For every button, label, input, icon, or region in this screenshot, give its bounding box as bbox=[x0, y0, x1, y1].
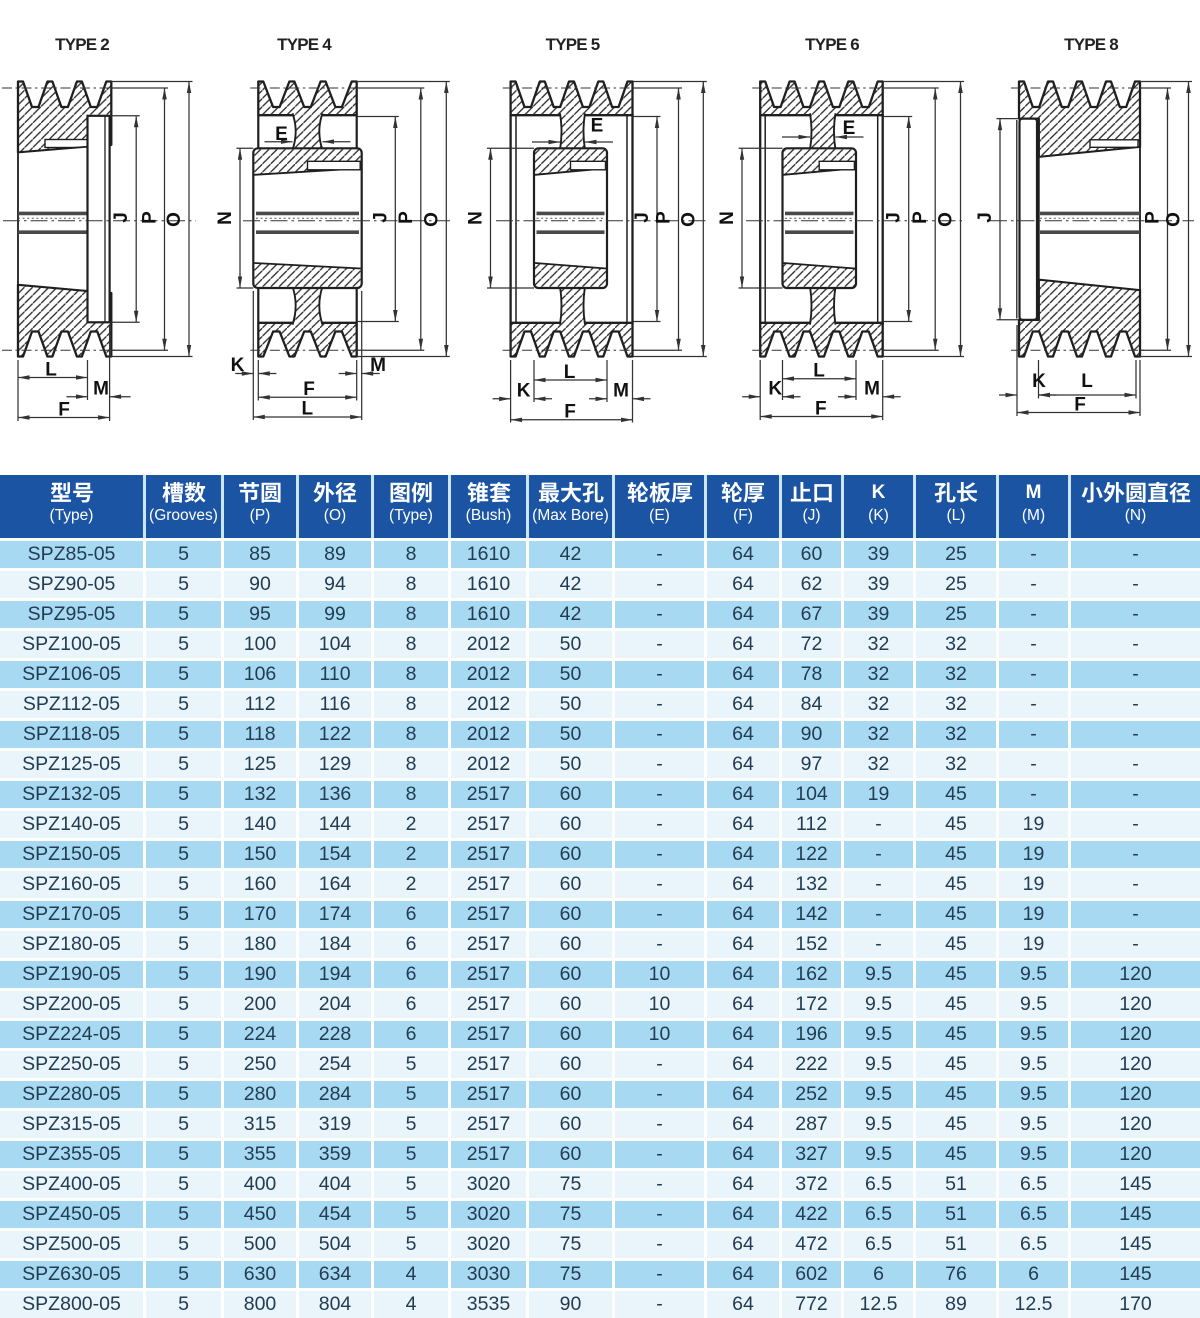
svg-text:F: F bbox=[815, 398, 827, 419]
svg-text:P: P bbox=[654, 211, 675, 224]
svg-text:N: N bbox=[215, 211, 236, 225]
svg-text:TYPE 6: TYPE 6 bbox=[805, 35, 859, 54]
svg-text:J: J bbox=[370, 212, 391, 223]
svg-text:K: K bbox=[768, 379, 782, 400]
svg-text:N: N bbox=[717, 211, 738, 225]
svg-text:O: O bbox=[936, 212, 957, 227]
svg-text:TYPE 4: TYPE 4 bbox=[277, 35, 332, 54]
svg-text:F: F bbox=[58, 400, 70, 421]
svg-text:L: L bbox=[1081, 371, 1093, 392]
svg-text:P: P bbox=[1143, 211, 1164, 224]
svg-text:F: F bbox=[303, 379, 315, 400]
svg-text:L: L bbox=[813, 361, 825, 382]
svg-text:M: M bbox=[613, 380, 629, 401]
svg-text:O: O bbox=[421, 212, 442, 227]
svg-text:E: E bbox=[275, 124, 288, 145]
svg-text:TYPE 8: TYPE 8 bbox=[1064, 35, 1118, 54]
svg-text:O: O bbox=[164, 212, 185, 227]
svg-text:P: P bbox=[910, 211, 931, 224]
svg-text:M: M bbox=[93, 379, 109, 400]
svg-text:L: L bbox=[45, 360, 57, 381]
svg-text:E: E bbox=[843, 118, 856, 139]
svg-text:F: F bbox=[1074, 394, 1086, 415]
svg-text:J: J bbox=[975, 212, 996, 223]
svg-text:M: M bbox=[370, 355, 386, 376]
svg-text:M: M bbox=[864, 379, 880, 400]
svg-text:P: P bbox=[396, 211, 417, 224]
svg-text:N: N bbox=[466, 211, 487, 225]
svg-text:J: J bbox=[632, 212, 653, 223]
svg-text:F: F bbox=[564, 401, 576, 422]
svg-text:K: K bbox=[231, 355, 245, 376]
svg-text:TYPE 5: TYPE 5 bbox=[546, 35, 600, 54]
svg-text:K: K bbox=[1032, 371, 1046, 392]
svg-text:L: L bbox=[301, 399, 313, 420]
svg-text:O: O bbox=[678, 212, 699, 227]
svg-text:P: P bbox=[140, 211, 161, 224]
svg-text:J: J bbox=[111, 212, 132, 223]
svg-text:L: L bbox=[564, 362, 576, 383]
svg-text:E: E bbox=[591, 116, 604, 137]
svg-text:J: J bbox=[884, 212, 905, 223]
svg-text:TYPE 2: TYPE 2 bbox=[55, 35, 109, 54]
svg-text:K: K bbox=[517, 380, 531, 401]
svg-text:O: O bbox=[1164, 212, 1185, 227]
